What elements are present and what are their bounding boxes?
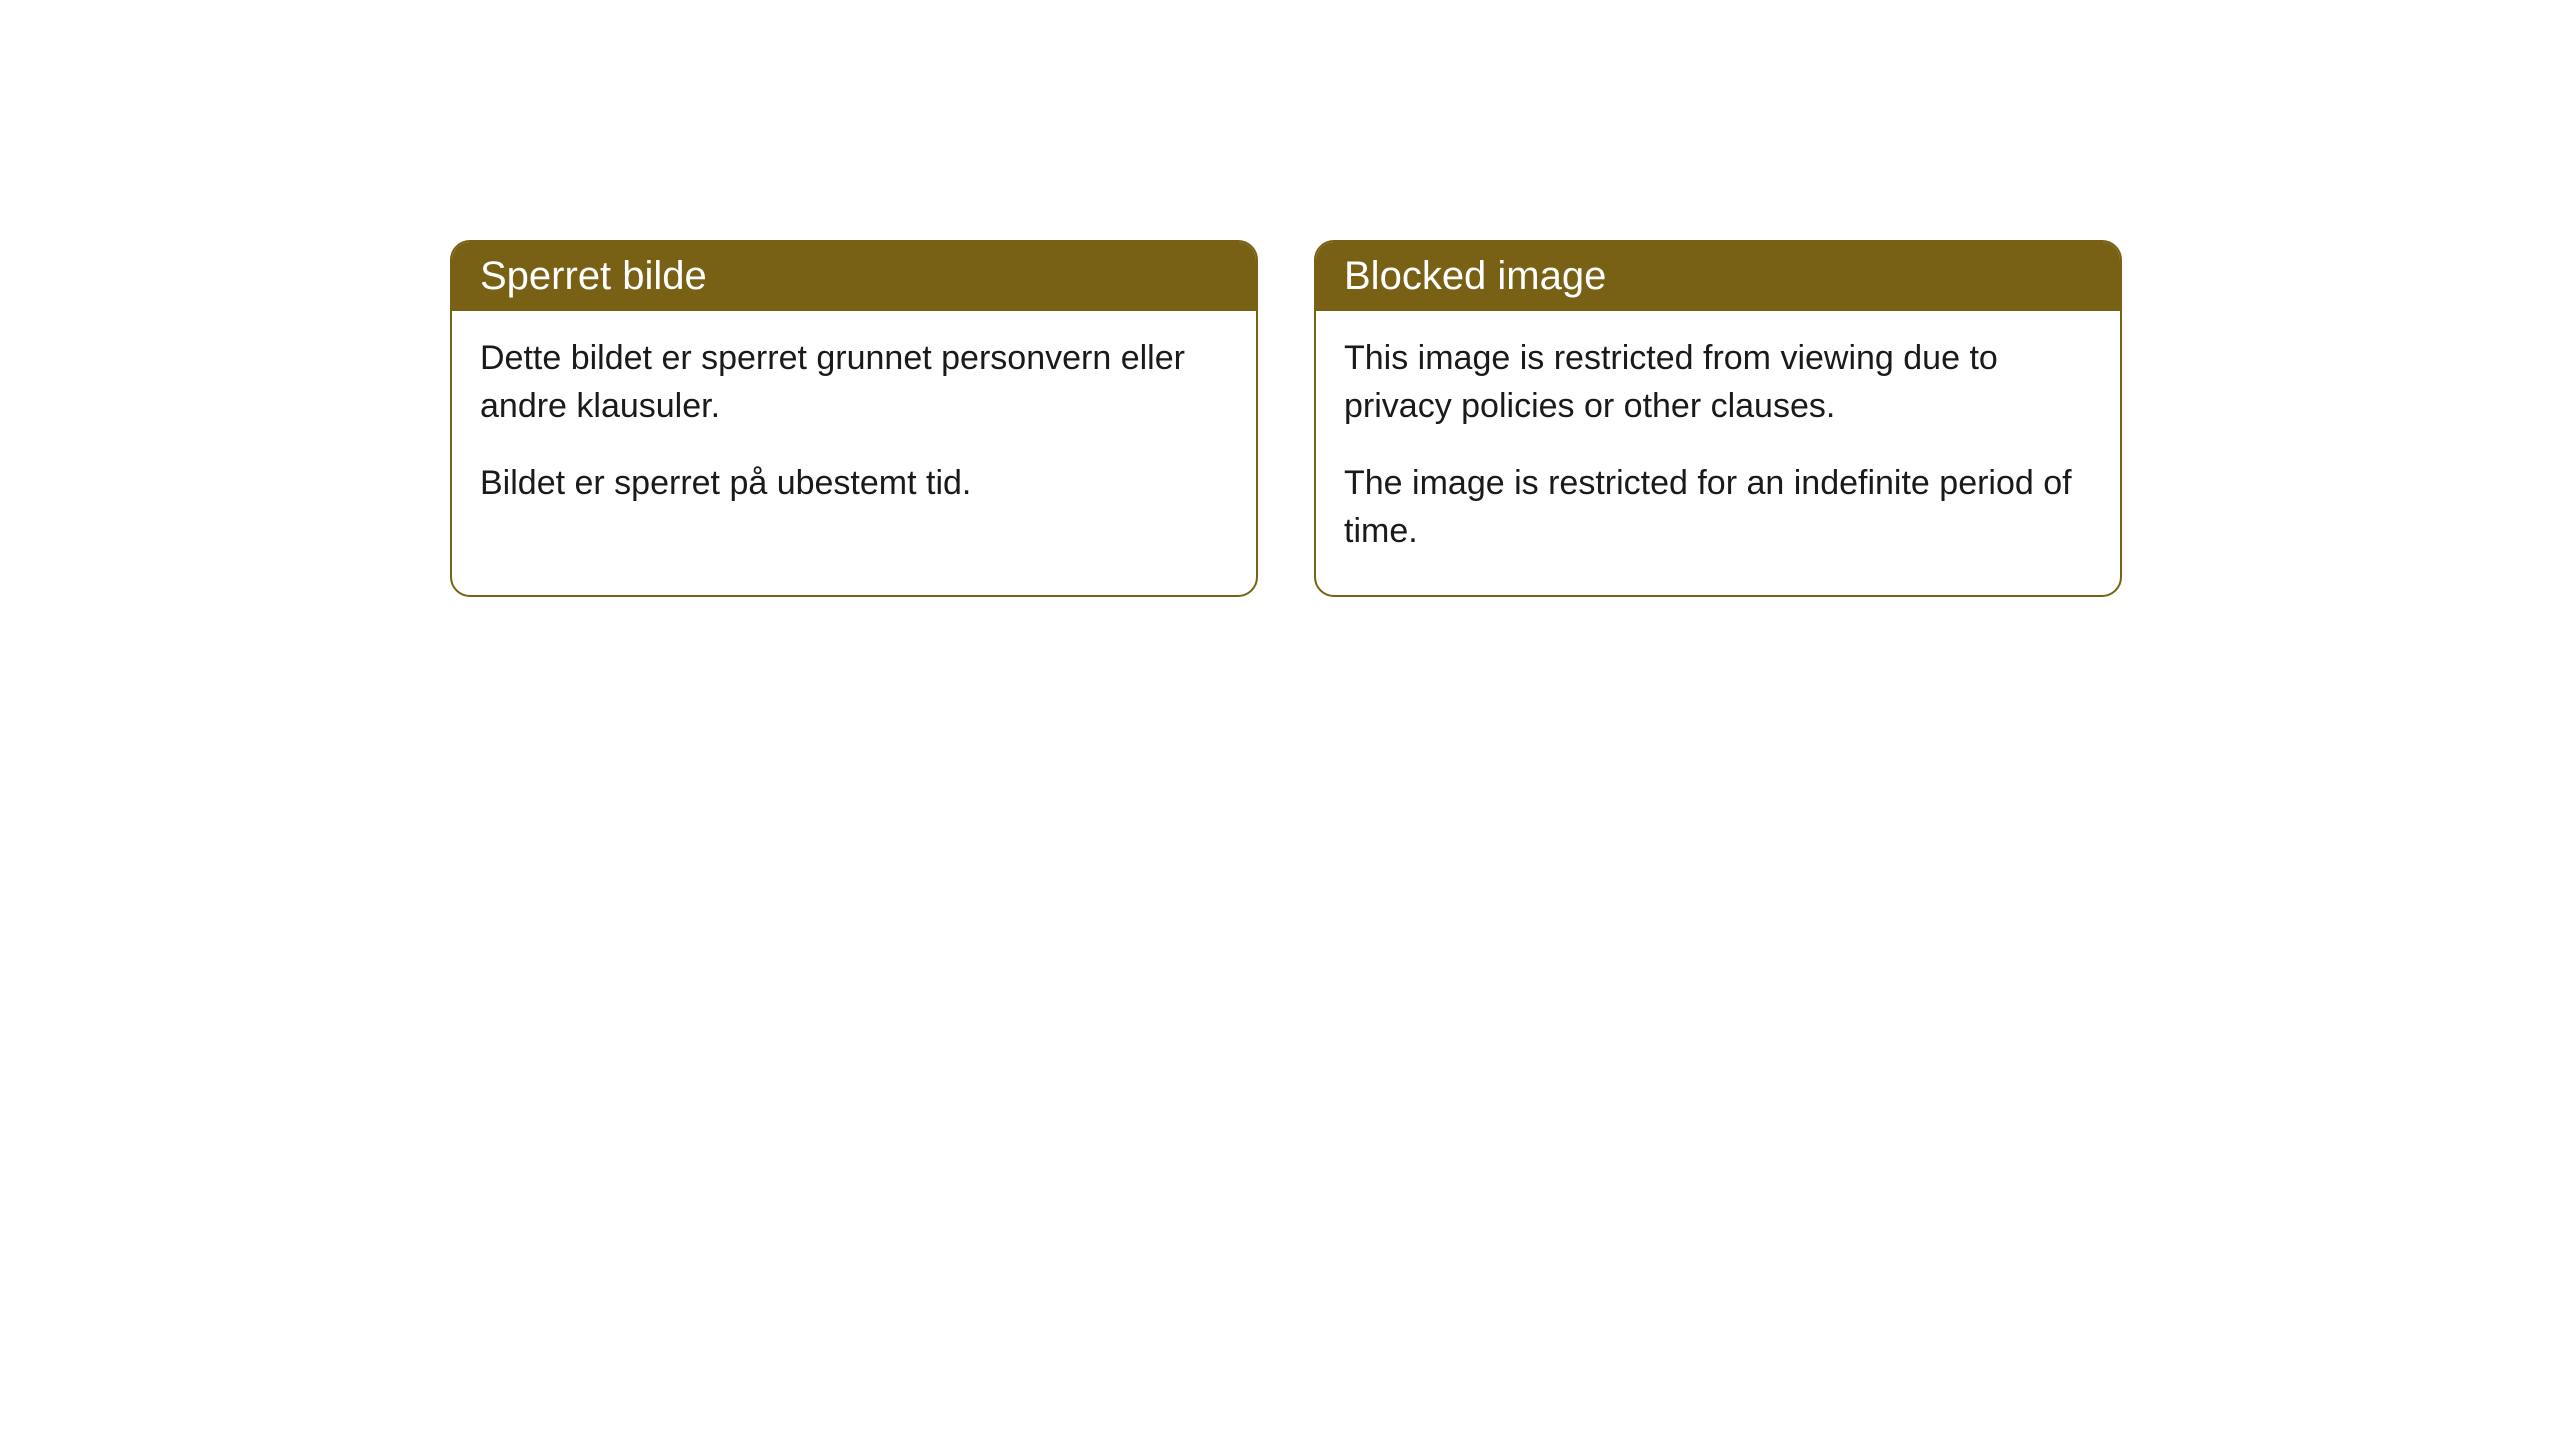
card-paragraph: Bildet er sperret på ubestemt tid. bbox=[480, 460, 1228, 508]
card-header: Blocked image bbox=[1316, 242, 2120, 311]
notice-cards-container: Sperret bilde Dette bildet er sperret gr… bbox=[450, 240, 2122, 597]
card-paragraph: This image is restricted from viewing du… bbox=[1344, 335, 2092, 430]
card-paragraph: The image is restricted for an indefinit… bbox=[1344, 460, 2092, 555]
card-body: Dette bildet er sperret grunnet personve… bbox=[452, 311, 1256, 548]
card-title: Blocked image bbox=[1344, 254, 1606, 298]
card-header: Sperret bilde bbox=[452, 242, 1256, 311]
card-title: Sperret bilde bbox=[480, 254, 707, 298]
card-body: This image is restricted from viewing du… bbox=[1316, 311, 2120, 595]
card-paragraph: Dette bildet er sperret grunnet personve… bbox=[480, 335, 1228, 430]
notice-card-norwegian: Sperret bilde Dette bildet er sperret gr… bbox=[450, 240, 1258, 597]
notice-card-english: Blocked image This image is restricted f… bbox=[1314, 240, 2122, 597]
